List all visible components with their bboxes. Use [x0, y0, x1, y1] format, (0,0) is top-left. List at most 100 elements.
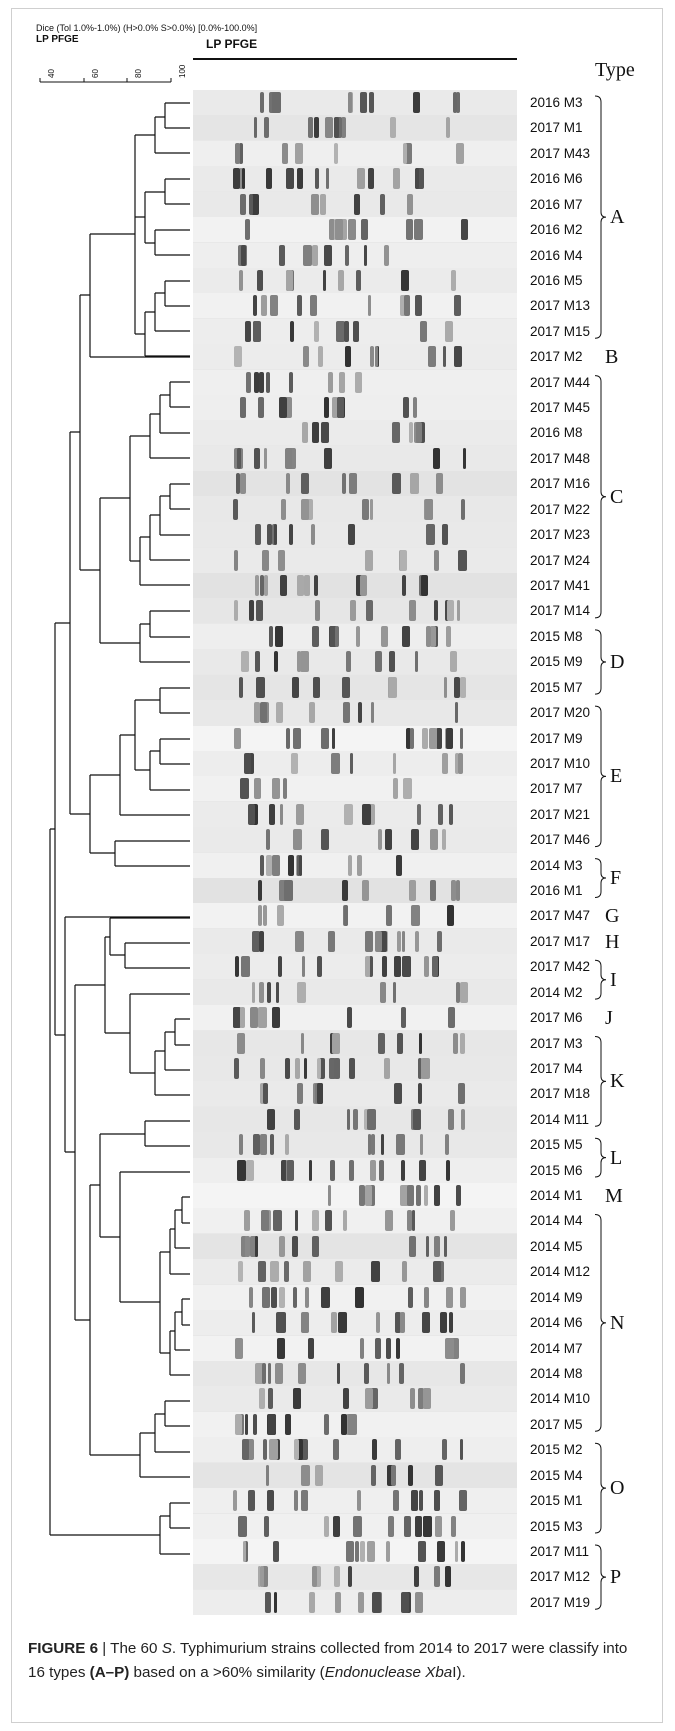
strain-label: 2017 M19	[530, 1594, 591, 1610]
gel-lane	[193, 1310, 517, 1336]
gel-band	[313, 676, 320, 698]
gel-band	[300, 1032, 304, 1054]
gel-band	[285, 727, 291, 749]
gel-band	[419, 1490, 423, 1512]
gel-band	[447, 1007, 455, 1029]
gel-band	[253, 778, 262, 800]
gel-band	[312, 422, 320, 444]
gel-band	[275, 625, 283, 647]
gel-band	[350, 600, 356, 622]
gel-band	[261, 1286, 271, 1308]
gel-band	[317, 956, 322, 978]
gel-band	[272, 778, 280, 800]
gel-band	[460, 1439, 464, 1461]
gel-band	[393, 752, 397, 774]
gel-lane	[193, 598, 517, 624]
strain-label: 2017 M46	[530, 832, 591, 848]
gel-band	[259, 92, 264, 113]
gel-band	[375, 1312, 381, 1334]
gel-band	[288, 447, 296, 469]
gel-band	[405, 219, 414, 241]
scale-tick-label: 100	[178, 64, 187, 78]
gel-band	[452, 92, 457, 113]
gel-band	[315, 600, 321, 622]
type-bracket	[594, 959, 607, 1000]
gel-band	[399, 549, 408, 571]
gel-band	[313, 117, 319, 139]
gel-band	[291, 752, 298, 774]
gel-band	[388, 1515, 394, 1537]
strain-label: 2017 M3	[530, 1035, 583, 1051]
gel-band	[435, 1515, 443, 1537]
similarity-scale: 40 60 80 100	[39, 64, 187, 83]
gel-band	[415, 168, 424, 190]
type-bracket	[594, 1213, 607, 1432]
gel-lane	[193, 166, 517, 192]
gel-band	[459, 1032, 465, 1054]
gel-band	[248, 193, 253, 215]
gel-band	[443, 676, 448, 698]
strain-label: 2015 M6	[530, 1162, 583, 1178]
gel-band	[383, 1057, 390, 1079]
strain-label: 2017 M45	[530, 400, 591, 416]
gel-band	[244, 1540, 249, 1562]
gel-band	[311, 1210, 320, 1232]
gel-band	[344, 244, 349, 266]
gel-band	[446, 1159, 450, 1181]
gel-band	[462, 447, 466, 469]
gel-band	[415, 1591, 423, 1613]
gel-band	[298, 1439, 308, 1461]
strain-label: 2017 M4	[530, 1060, 583, 1076]
gel-band	[372, 1591, 381, 1613]
gel-band	[392, 981, 396, 1003]
gel-lane	[193, 1538, 517, 1564]
dendrogram	[49, 102, 190, 1555]
gel-band	[294, 1108, 301, 1130]
gel-band	[355, 1540, 360, 1562]
gel-band	[450, 1210, 455, 1232]
gel-band	[324, 447, 333, 469]
gel-band	[455, 702, 459, 724]
gel-band	[233, 168, 240, 190]
gel-band	[353, 1515, 361, 1537]
gel-band	[233, 600, 239, 622]
gel-band	[303, 244, 312, 266]
gel-lane	[193, 115, 517, 141]
strain-label: 2017 M6	[530, 1010, 583, 1026]
strain-label: 2014 M4	[530, 1213, 583, 1229]
strain-label: 2016 M7	[530, 196, 583, 212]
strain-label: 2017 M15	[530, 323, 591, 339]
gel-band	[258, 880, 263, 902]
gel-band	[253, 1413, 258, 1435]
gel-band	[313, 574, 319, 596]
strain-label: 2017 M20	[530, 705, 591, 721]
gel-lane	[193, 776, 517, 802]
gel-band	[397, 930, 401, 952]
gel-band	[357, 702, 363, 724]
type-bracket	[594, 1137, 607, 1178]
strain-label: 2015 M8	[530, 628, 583, 644]
strain-label: 2015 M9	[530, 654, 583, 670]
strain-label: 2014 M5	[530, 1238, 583, 1254]
gel-band	[367, 803, 375, 825]
gel-band	[408, 1286, 414, 1308]
gel-band	[417, 803, 421, 825]
gel-lane	[193, 1183, 517, 1209]
gel-band	[284, 1057, 290, 1079]
strain-label: 2017 M1	[530, 120, 583, 136]
gel-band	[255, 1363, 264, 1384]
scale-tick-label: 80	[134, 69, 143, 78]
gel-band	[368, 92, 375, 113]
gel-band	[238, 168, 243, 190]
gel-band	[297, 1439, 303, 1461]
gel-band	[296, 981, 306, 1003]
gel-band	[259, 930, 264, 952]
gel-band	[250, 1007, 258, 1029]
gel-band	[370, 1261, 380, 1283]
gel-band	[457, 549, 467, 571]
gel-band	[428, 727, 437, 749]
gel-band	[261, 549, 269, 571]
gel-band	[267, 981, 272, 1003]
gel-band	[393, 168, 401, 190]
gel-band	[275, 1312, 283, 1334]
